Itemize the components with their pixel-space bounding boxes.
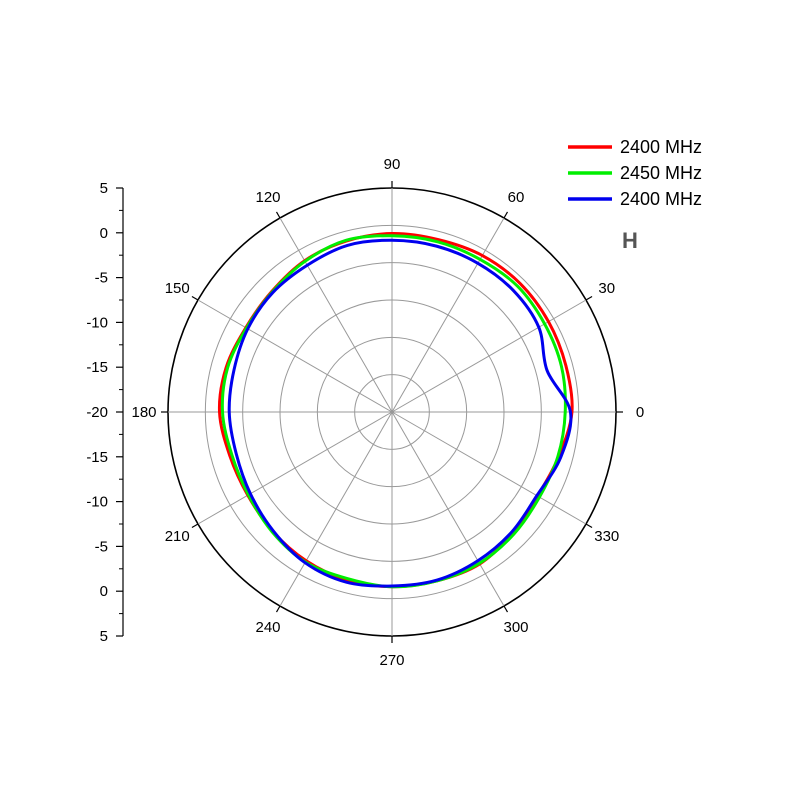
- angle-tick-mark: [275, 211, 281, 219]
- angle-tick-label: 330: [594, 528, 619, 545]
- angle-tick-label: 210: [165, 528, 190, 545]
- legend: 2400 MHz 2450 MHz 2400 MHz: [568, 137, 702, 209]
- angle-tick-mark: [275, 605, 281, 613]
- legend-label-series-2: 2450 MHz: [620, 163, 702, 183]
- legend-label-series-3: 2400 MHz: [620, 189, 702, 209]
- radial-tick-label: -5: [95, 270, 108, 287]
- radial-tick-label: -5: [95, 538, 108, 555]
- grid-spoke: [391, 411, 587, 525]
- angle-tick-mark: [503, 605, 509, 613]
- radial-tick-label: 5: [100, 628, 108, 645]
- angle-tick-label: 240: [255, 619, 280, 636]
- grid-spoke: [279, 217, 393, 413]
- angle-tick-mark: [191, 295, 199, 301]
- angle-tick-label: 120: [255, 189, 280, 206]
- grid-spoke: [391, 217, 505, 413]
- radial-tick-label: 0: [100, 225, 108, 242]
- radial-tick-label: -15: [86, 359, 108, 376]
- angle-tick-label: 30: [598, 280, 615, 297]
- grid-spoke: [197, 411, 393, 525]
- radial-tick-label: 0: [100, 583, 108, 600]
- angle-tick-label: 60: [508, 189, 525, 206]
- grid-spoke: [391, 411, 505, 607]
- angular-spokes: [161, 181, 623, 643]
- radial-tick-label: -20: [86, 404, 108, 421]
- radial-tick-label: -10: [86, 494, 108, 511]
- series-lines: [217, 232, 574, 589]
- angle-tick-label: 0: [636, 404, 644, 421]
- series-line-2: [220, 234, 567, 589]
- angle-tick-label: 270: [379, 652, 404, 669]
- radial-axis: 5 0 -5 -10 -15 -20 -15 -10 -5 0 5: [86, 180, 124, 645]
- angle-tick-label: 180: [131, 404, 156, 421]
- angle-tick-label: 90: [384, 156, 401, 173]
- radial-tick-label: 5: [100, 180, 108, 197]
- angle-tick-mark: [503, 211, 509, 219]
- grid-spoke: [197, 299, 393, 413]
- grid-spoke: [279, 411, 393, 607]
- legend-label-series-1: 2400 MHz: [620, 137, 702, 157]
- angle-tick-label: 150: [165, 280, 190, 297]
- angle-tick-labels: 0 30 60 90 120 150 180 210 240 270 300 330: [131, 156, 644, 669]
- series-line-3: [227, 238, 573, 588]
- radial-tick-label: -10: [86, 314, 108, 331]
- grid-spoke: [391, 299, 587, 413]
- angle-tick-mark: [585, 295, 593, 301]
- angle-tick-label: 300: [503, 619, 528, 636]
- angle-tick-mark: [585, 523, 593, 529]
- pattern-plane-annotation: H: [622, 228, 638, 253]
- angle-tick-mark: [191, 523, 199, 529]
- radial-tick-label: -15: [86, 449, 108, 466]
